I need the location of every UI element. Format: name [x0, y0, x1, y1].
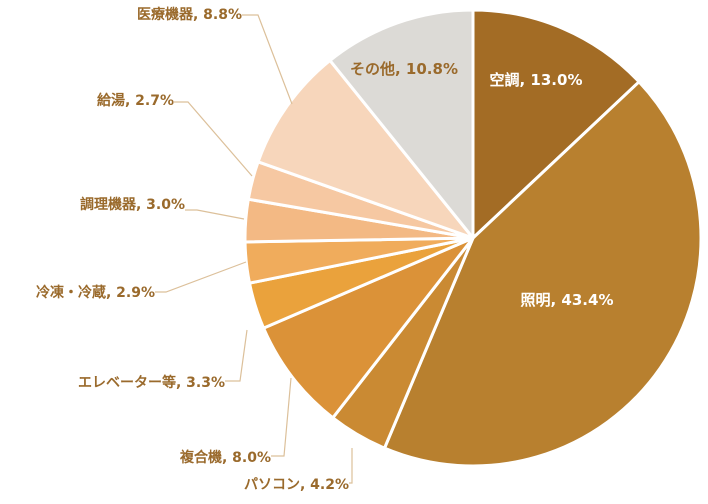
leader-line: [174, 101, 253, 177]
slice-label: 給湯, 2.7%: [97, 92, 174, 109]
leader-line: [349, 448, 353, 484]
slice-label: パソコン, 4.2%: [244, 477, 349, 493]
leader-line: [271, 377, 292, 457]
leader-line: [225, 329, 248, 382]
slice-label: 冷凍・冷蔵, 2.9%: [36, 284, 155, 301]
slice-label: 調理機器, 3.0%: [80, 196, 185, 213]
slice-label: その他, 10.8%: [350, 60, 458, 78]
pie-slice: [328, 8, 475, 240]
leader-line: [242, 14, 293, 105]
slice-label: 複合機, 8.0%: [179, 449, 271, 466]
slice-label: 照明, 43.4%: [521, 291, 614, 309]
pie-slice: [383, 80, 703, 468]
leader-line: [155, 261, 247, 293]
pie-slice: [256, 58, 475, 240]
leader-line: [185, 209, 245, 220]
pie-slice: [262, 236, 475, 420]
pie-slice: [471, 8, 641, 240]
slice-label: エレベーター等, 3.3%: [78, 374, 225, 391]
slice-label: 空調, 13.0%: [490, 71, 583, 89]
slice-label: 医療機器, 8.8%: [137, 6, 242, 23]
